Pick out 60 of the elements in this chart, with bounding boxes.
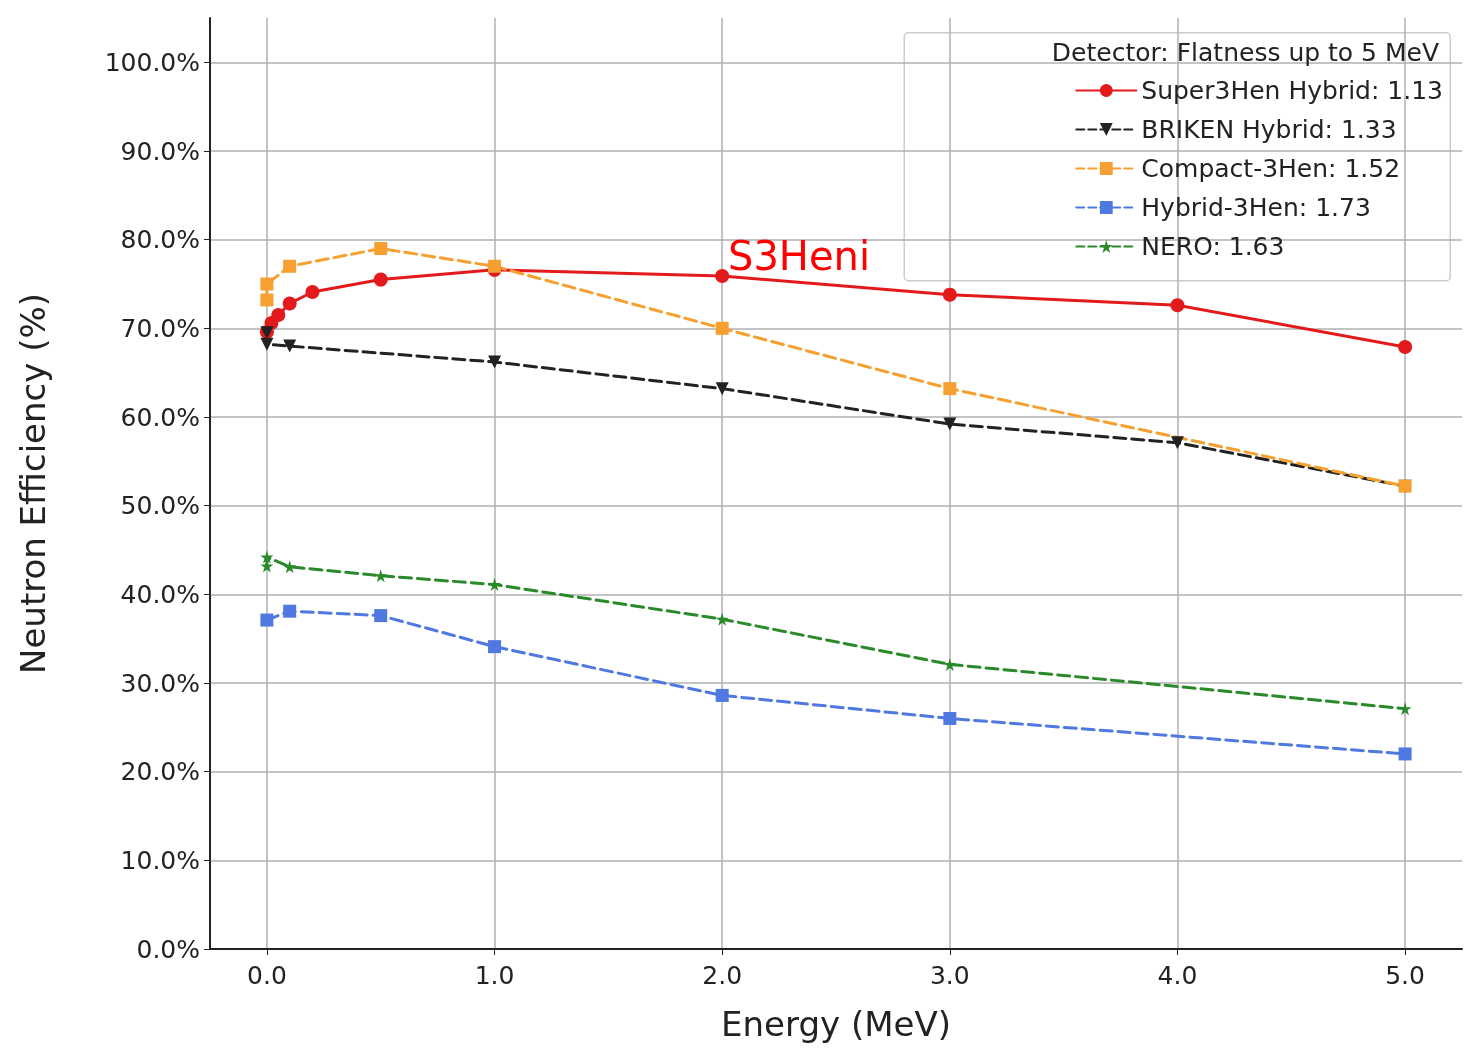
point [488, 640, 502, 654]
y-tick-label: 30.0% [120, 668, 200, 698]
x-tick-label: 0.0 [247, 961, 287, 990]
y-tick-label: 20.0% [120, 757, 200, 787]
x-tick-label: 5.0 [1385, 961, 1425, 990]
point [260, 613, 274, 627]
y-tick-label: 60.0% [120, 402, 200, 432]
legend-label: NERO: 1.63 [1141, 232, 1285, 261]
point [942, 287, 957, 302]
point [715, 382, 729, 396]
y-tick-label: 80.0% [120, 225, 200, 255]
point [715, 688, 729, 702]
point [943, 382, 957, 396]
point [374, 609, 388, 623]
point [488, 355, 502, 369]
point [283, 560, 297, 574]
point [374, 242, 388, 256]
y-tick-label: 70.0% [120, 313, 200, 343]
point [260, 277, 274, 291]
x-axis-title: Energy (MeV) [721, 1004, 951, 1044]
y-tick-label: 100.0% [104, 47, 200, 77]
point [283, 604, 297, 618]
point [943, 711, 957, 725]
point [374, 569, 388, 583]
y-tick-label: 40.0% [120, 579, 200, 609]
point [271, 308, 286, 323]
point [1170, 436, 1184, 450]
y-axis-title: Neutron Efficiency (%) [13, 292, 53, 675]
y-tick-label: 50.0% [120, 491, 200, 521]
point [283, 339, 297, 353]
point [488, 578, 502, 592]
point [943, 417, 957, 431]
point [373, 272, 388, 287]
y-tick-label: 90.0% [120, 136, 200, 166]
point [943, 657, 957, 671]
y-tick-label: 0.0% [136, 934, 200, 964]
point [305, 284, 320, 299]
point [715, 321, 729, 335]
point [260, 293, 274, 307]
point [260, 337, 274, 351]
point [1170, 298, 1185, 313]
point [488, 259, 502, 273]
legend-label: Compact-3Hen: 1.52 [1141, 154, 1401, 183]
y-tick-label: 10.0% [120, 845, 200, 875]
legend-label: BRIKEN Hybrid: 1.33 [1141, 115, 1397, 144]
x-tick-label: 3.0 [929, 961, 970, 990]
legend-label: Hybrid-3Hen: 1.73 [1141, 193, 1371, 222]
point [283, 259, 297, 273]
x-tick-label: 2.0 [702, 961, 743, 990]
x-tick-label: 1.0 [474, 961, 515, 990]
x-tick-label: 4.0 [1157, 961, 1198, 990]
point [715, 269, 730, 284]
point [715, 612, 729, 626]
legend-title: Detector: Flatness up to 5 MeV [1051, 38, 1440, 67]
point [1398, 339, 1413, 354]
point [1398, 747, 1412, 761]
point [260, 550, 274, 564]
legend-label: Super3Hen Hybrid: 1.13 [1141, 76, 1444, 105]
point [282, 296, 297, 311]
annotation: S3Heni [728, 233, 870, 279]
